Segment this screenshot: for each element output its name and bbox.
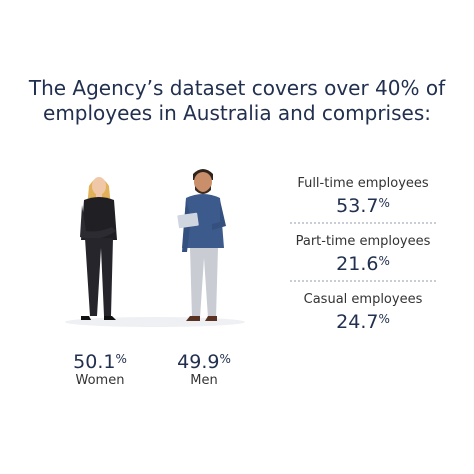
stat-number: 49.9 <box>177 351 220 373</box>
employment-stat: Casual employees 24.7% <box>287 292 439 333</box>
employment-stat: Full-time employees 53.7% <box>287 176 439 217</box>
man-figure <box>177 169 226 321</box>
divider <box>290 280 436 282</box>
title-line: employees in Australia and comprises: <box>43 101 431 125</box>
stat-value: 53.7% <box>287 192 439 217</box>
illustration <box>65 169 245 327</box>
stat-label: Full-time employees <box>297 176 429 191</box>
divider <box>290 222 436 224</box>
stat-number: 21.6 <box>336 253 379 275</box>
stat-label: Part-time employees <box>295 234 431 249</box>
stat-unit: % <box>115 352 127 366</box>
woman-figure <box>80 177 117 320</box>
women-stat: 50.1% Women <box>60 348 140 389</box>
stat-value: 50.1% <box>60 348 140 373</box>
stat-number: 24.7 <box>336 311 379 333</box>
stat-unit: % <box>219 352 231 366</box>
employment-stat: Part-time employees 21.6% <box>287 234 439 275</box>
stat-value: 24.7% <box>287 308 439 333</box>
stat-label: Men <box>190 373 218 388</box>
stat-unit: % <box>378 254 390 268</box>
stat-label: Casual employees <box>303 292 423 307</box>
stat-number: 53.7 <box>336 195 379 217</box>
stat-label: Women <box>75 373 125 388</box>
stat-value: 21.6% <box>287 250 439 275</box>
stat-value: 49.9% <box>164 348 244 373</box>
stat-number: 50.1 <box>73 351 116 373</box>
men-stat: 49.9% Men <box>164 348 244 389</box>
stat-unit: % <box>378 196 390 210</box>
stat-unit: % <box>378 312 390 326</box>
title-line: The Agency’s dataset covers over 40% of <box>28 76 446 100</box>
